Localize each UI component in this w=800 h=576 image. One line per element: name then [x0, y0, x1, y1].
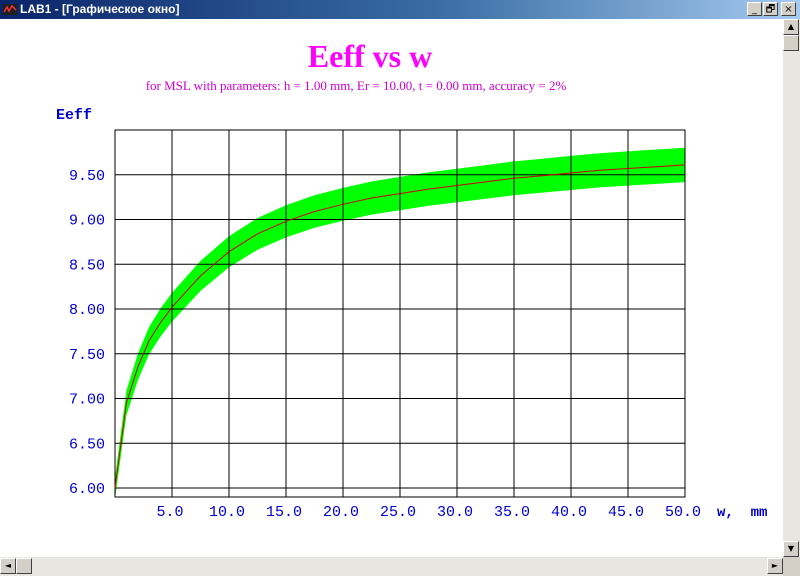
scroll-right-button[interactable]: ►: [767, 558, 783, 574]
y-tick-label: 6.00: [69, 481, 105, 498]
accuracy-band-layer: [115, 147, 685, 499]
window-title: LAB1 - [Графическое окно]: [20, 2, 180, 16]
x-tick-label: 30.0: [437, 504, 473, 521]
y-tick-label: 9.00: [69, 213, 105, 230]
restore-button[interactable]: 🗗: [763, 2, 778, 16]
curve-layer: [114, 164, 686, 489]
y-tick-label: 7.00: [69, 392, 105, 409]
x-tick-label: 25.0: [380, 504, 416, 521]
x-tick-label: 40.0: [551, 504, 587, 521]
x-tick-label: 45.0: [608, 504, 644, 521]
x-tick-label: 15.0: [266, 504, 302, 521]
x-tick-label: 50.0: [665, 504, 701, 521]
horizontal-scroll-thumb[interactable]: [16, 558, 32, 574]
vertical-scrollbar[interactable]: ▲ ▼: [783, 19, 800, 557]
scroll-down-button[interactable]: ▼: [783, 541, 799, 557]
graph-canvas: Eeff vs w for MSL with parameters: h = 1…: [0, 19, 783, 557]
app-icon: [3, 4, 17, 15]
x-tick-label: 35.0: [494, 504, 530, 521]
y-tick-label: 7.50: [69, 347, 105, 364]
eeff-curve: [114, 164, 686, 489]
y-tick-label: 8.00: [69, 302, 105, 319]
close-button[interactable]: ×: [781, 2, 796, 16]
y-tick-label: 9.50: [69, 168, 105, 185]
x-tick-label: 20.0: [323, 504, 359, 521]
horizontal-scrollbar[interactable]: ◄ ►: [0, 557, 783, 576]
plot-frame: [114, 129, 686, 498]
title-bar: LAB1 - [Графическое окно] _ 🗗 ×: [0, 0, 800, 19]
x-axis-label: w, mm: [717, 505, 767, 521]
chart: Eeff vs w for MSL with parameters: h = 1…: [56, 38, 767, 521]
y-axis-label: Eeff: [56, 107, 92, 124]
y-tick-label: 8.50: [69, 257, 105, 274]
scroll-up-button[interactable]: ▲: [783, 19, 799, 35]
x-tick-label: 5.0: [156, 504, 183, 521]
scrollbar-corner: [783, 557, 800, 576]
accuracy-band: [115, 147, 685, 499]
chart-subtitle: for MSL with parameters: h = 1.00 mm, Er…: [146, 78, 567, 93]
vertical-scroll-thumb[interactable]: [783, 35, 799, 51]
chart-title: Eeff vs w: [308, 38, 432, 74]
grid-layer: [114, 129, 686, 498]
scroll-left-button[interactable]: ◄: [0, 558, 16, 574]
tick-labels: 9.50 9.00 8.50 8.00 7.50 7.00 6.50 6.00 5.0 10.0 1…: [69, 168, 701, 521]
minimize-button[interactable]: _: [747, 2, 762, 16]
y-tick-label: 6.50: [69, 436, 105, 453]
x-tick-label: 10.0: [209, 504, 245, 521]
